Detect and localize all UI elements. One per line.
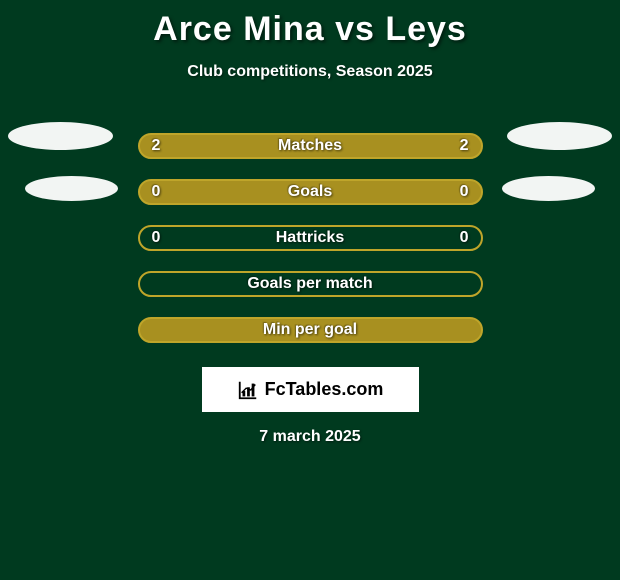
stat-right-value: 0: [460, 183, 469, 201]
page-title: Arce Mina vs Leys: [0, 0, 620, 49]
logo-text: FcTables.com: [265, 379, 384, 400]
stat-row: Min per goal: [0, 307, 620, 353]
stat-label: Matches: [278, 137, 342, 155]
page-subtitle: Club competitions, Season 2025: [0, 63, 620, 81]
stat-left-value: 0: [152, 183, 161, 201]
stat-right-value: 0: [460, 229, 469, 247]
stat-row: 2 Matches 2: [0, 123, 620, 169]
stat-label: Goals per match: [247, 275, 372, 293]
stat-bar: Goals per match: [138, 271, 483, 297]
stat-label: Hattricks: [276, 229, 344, 247]
source-logo: FcTables.com: [202, 367, 419, 412]
stat-row: 0 Hattricks 0: [0, 215, 620, 261]
stat-left-value: 0: [152, 229, 161, 247]
stat-bar: 0 Hattricks 0: [138, 225, 483, 251]
date-label: 7 march 2025: [0, 428, 620, 446]
stat-bar: 2 Matches 2: [138, 133, 483, 159]
chart-icon: [237, 379, 259, 401]
stat-right-value: 2: [460, 137, 469, 155]
stat-bar: Min per goal: [138, 317, 483, 343]
stat-row: Goals per match: [0, 261, 620, 307]
stat-label: Goals: [288, 183, 332, 201]
stat-left-value: 2: [152, 137, 161, 155]
stats-container: 2 Matches 2 0 Goals 0 0 Hattricks 0 Goals per mat…: [0, 123, 620, 353]
stat-row: 0 Goals 0: [0, 169, 620, 215]
stat-label: Min per goal: [263, 321, 357, 339]
stat-bar: 0 Goals 0: [138, 179, 483, 205]
